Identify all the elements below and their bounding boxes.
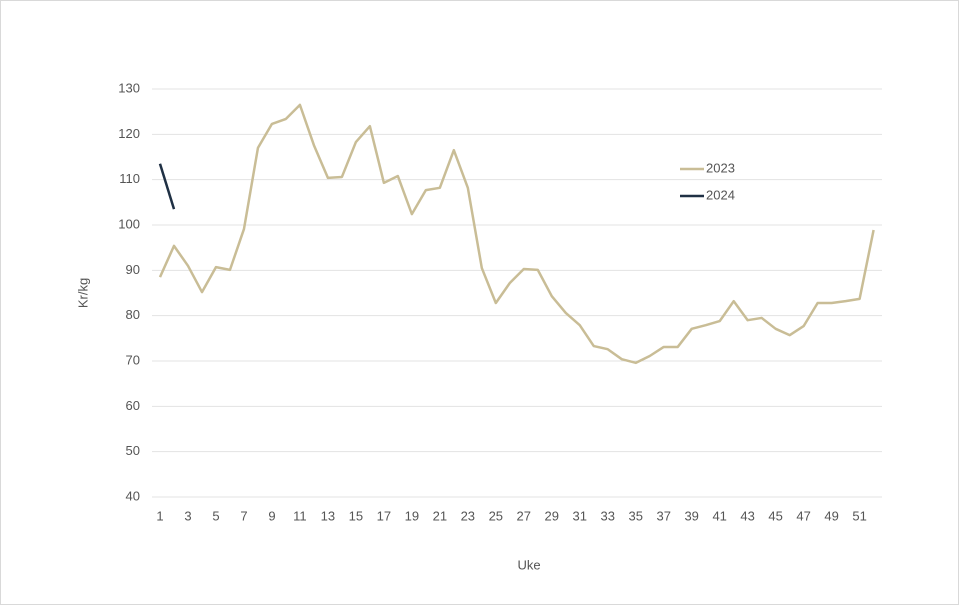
x-tick-label: 7 (240, 508, 247, 523)
y-tick-label: 80 (126, 307, 140, 322)
x-tick-label: 11 (293, 508, 307, 523)
y-axis-label: Kr/kg (75, 278, 90, 308)
y-tick-label: 50 (126, 443, 140, 458)
x-tick-label: 5 (212, 508, 219, 523)
x-tick-label: 25 (489, 508, 503, 523)
x-tick-label: 39 (684, 508, 698, 523)
x-tick-label: 51 (852, 508, 866, 523)
x-tick-label: 9 (268, 508, 275, 523)
data-line (158, 103, 875, 365)
x-tick-label: 49 (824, 508, 838, 523)
x-tick-label: 27 (517, 508, 531, 523)
y-tick-label: 40 (126, 488, 140, 503)
x-tick-label: 19 (405, 508, 419, 523)
x-axis-label: Uke (517, 557, 540, 572)
x-tick-label: 45 (768, 508, 782, 523)
y-tick-label: 130 (118, 80, 140, 95)
x-tick-label: 3 (184, 508, 191, 523)
x-tick-label: 41 (712, 508, 726, 523)
x-tick-label: 33 (601, 508, 615, 523)
y-tick-label: 120 (118, 126, 140, 141)
y-tick-label: 90 (126, 262, 140, 277)
x-tick-label: 35 (628, 508, 642, 523)
x-tick-label: 37 (656, 508, 670, 523)
y-tick-label: 100 (118, 216, 140, 231)
x-tick-label: 15 (349, 508, 363, 523)
x-tick-label: 1 (156, 508, 163, 523)
legend-label: 2024 (706, 187, 735, 202)
x-tick-label: 47 (796, 508, 810, 523)
x-tick-label: 43 (740, 508, 754, 523)
y-tick-label: 60 (126, 398, 140, 413)
x-tick-label: 21 (433, 508, 447, 523)
x-tick-label: 17 (377, 508, 391, 523)
x-tick-label: 13 (321, 508, 335, 523)
legend-label: 2023 (706, 160, 735, 175)
x-tick-label: 29 (545, 508, 559, 523)
y-tick-label: 70 (126, 352, 140, 367)
x-tick-label: 31 (573, 508, 587, 523)
y-tick-label: 110 (119, 171, 140, 186)
x-tick-label: 23 (461, 508, 475, 523)
data-line (158, 163, 176, 210)
